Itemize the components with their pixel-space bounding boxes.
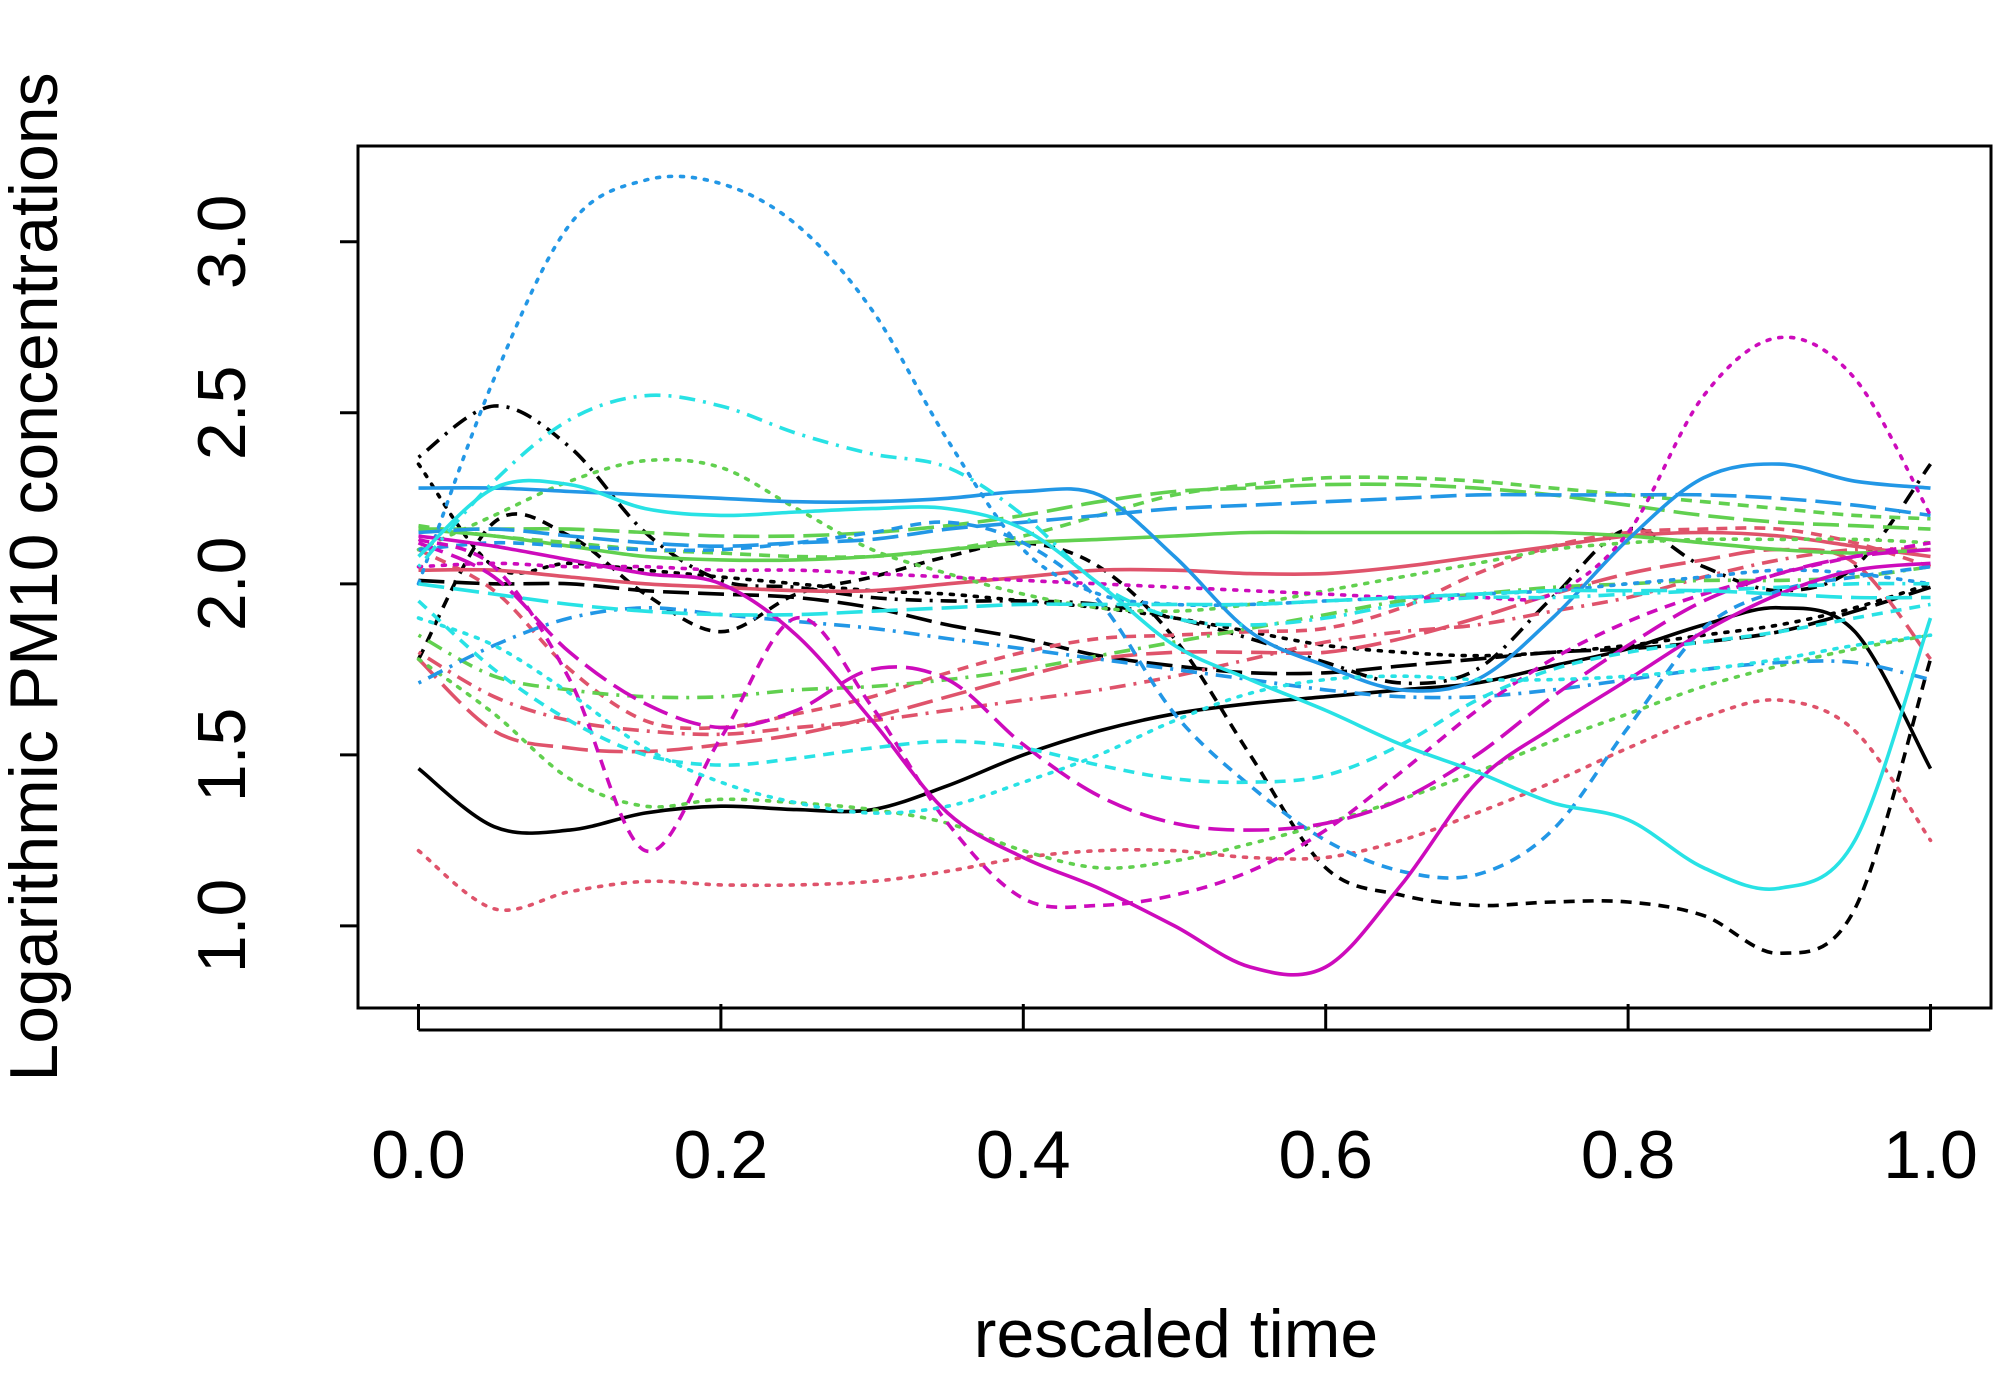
series-line-y4 [418, 582, 1931, 617]
plot-frame [356, 144, 1993, 1010]
x-axis-title: rescaled time [974, 1296, 1378, 1372]
y-tick-label: 1.0 [184, 879, 260, 974]
series-line-g5 [416, 633, 1933, 870]
y-tick-label: 2.5 [184, 366, 260, 461]
x-tick-label: 1.0 [1883, 1117, 1978, 1193]
series-line-m1 [418, 534, 1931, 977]
series-line-b2 [418, 492, 1931, 549]
series-line-r4 [417, 547, 1932, 754]
x-tick-label: 0.8 [1581, 1117, 1676, 1193]
series-line-m4 [416, 335, 1933, 602]
series-line-b3 [418, 520, 1931, 880]
y-axis-title: Logarithmic PM10 concentrations [0, 72, 72, 1081]
series-line-c5 [416, 462, 1933, 658]
series-layer [416, 174, 1933, 977]
series-line-b5 [416, 174, 1933, 608]
series-line-y3 [417, 599, 1931, 785]
x-tick-label: 0.6 [1278, 1117, 1373, 1193]
x-tick-label: 0.4 [976, 1117, 1071, 1193]
series-line-b1 [418, 462, 1931, 693]
series-line-g2 [418, 482, 1931, 539]
series-line-y1 [417, 478, 1933, 891]
series-line-r1 [418, 530, 1931, 594]
y-tick-label: 1.5 [184, 708, 260, 803]
series-line-y5 [416, 616, 1933, 815]
series-line-y2 [417, 393, 1931, 627]
series-line-g4 [417, 564, 1931, 700]
y-tick-label: 2.0 [184, 537, 260, 632]
series-line-r5 [416, 698, 1933, 912]
series-line-r2 [417, 526, 1932, 731]
y-tick-label: 3.0 [184, 195, 260, 290]
series-line-m2 [417, 541, 1931, 832]
series-line-c2 [416, 512, 1933, 956]
series-line-c1 [417, 605, 1933, 835]
x-tick-label: 0.0 [371, 1117, 466, 1193]
y-axis: 1.0 1.5 2.0 2.5 3.0 [184, 195, 358, 974]
x-axis: 0.0 0.2 0.4 0.6 0.8 1.0 [371, 1004, 1978, 1193]
series-line-g1 [418, 527, 1931, 563]
series-line-r3 [417, 547, 1931, 737]
series-line-g6 [416, 457, 1933, 614]
x-tick-label: 0.2 [674, 1117, 769, 1193]
series-line-m3 [417, 537, 1931, 910]
